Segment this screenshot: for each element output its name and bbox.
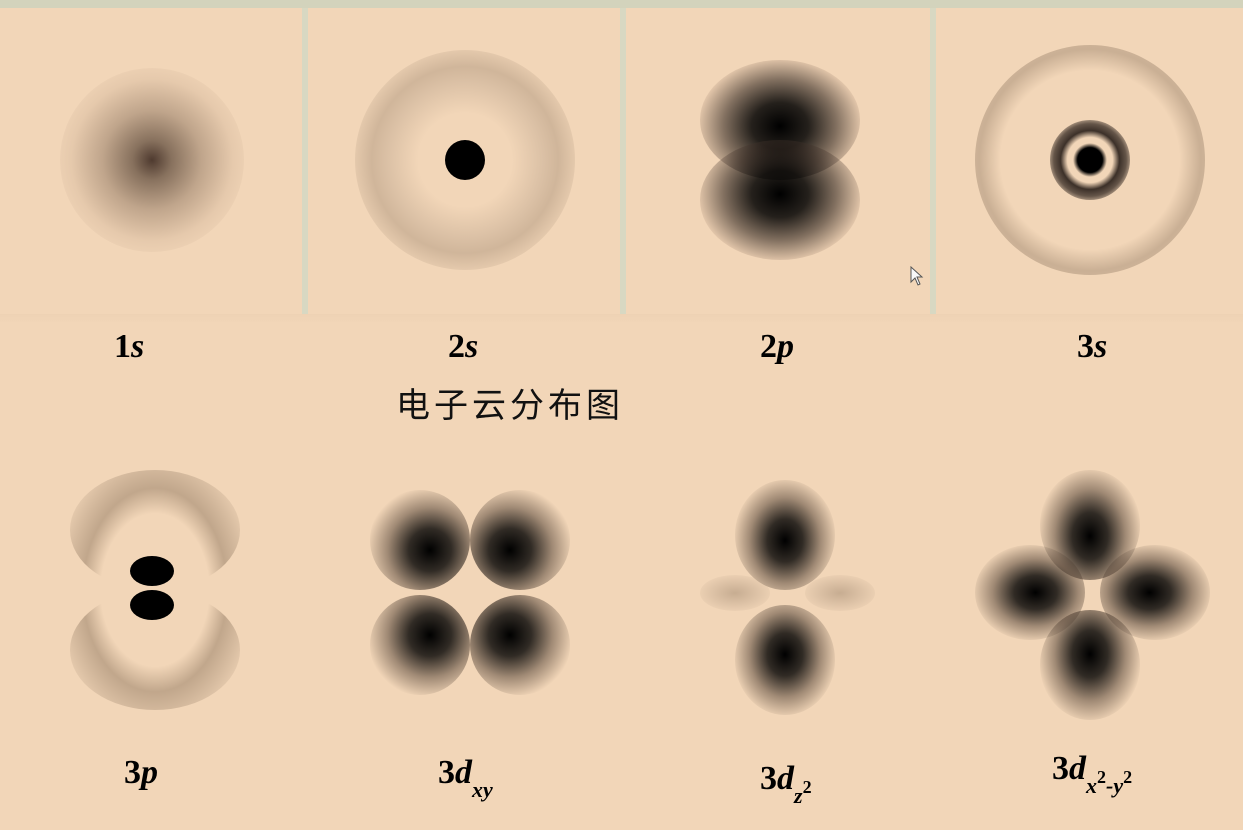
- subscript: xy: [472, 777, 493, 802]
- panel-divider: [302, 8, 308, 314]
- orbital-label-2s: 2s: [448, 328, 479, 365]
- orbital-label-3p: 3p: [124, 754, 158, 791]
- orbital-label-2p: 2p: [760, 328, 794, 365]
- subscript: z2: [794, 776, 812, 808]
- panel-shadow: [0, 314, 1243, 324]
- orbital-label-3s: 3s: [1077, 328, 1108, 365]
- mouse-pointer-icon: [910, 265, 924, 291]
- diagram-title: 电子云分布图: [396, 386, 624, 426]
- top-strip: [0, 0, 1243, 8]
- panel-divider: [620, 8, 626, 314]
- panel-divider: [930, 8, 936, 314]
- subscript: x2-y2: [1086, 766, 1133, 798]
- orbital-label-3dx2y2: 3dx2-y2: [1052, 750, 1133, 798]
- orbital-label-3dz2: 3dz2: [760, 760, 812, 808]
- orbital-label-3dxy: 3dxy: [438, 754, 493, 802]
- orbital-label-1s: 1s: [114, 328, 145, 365]
